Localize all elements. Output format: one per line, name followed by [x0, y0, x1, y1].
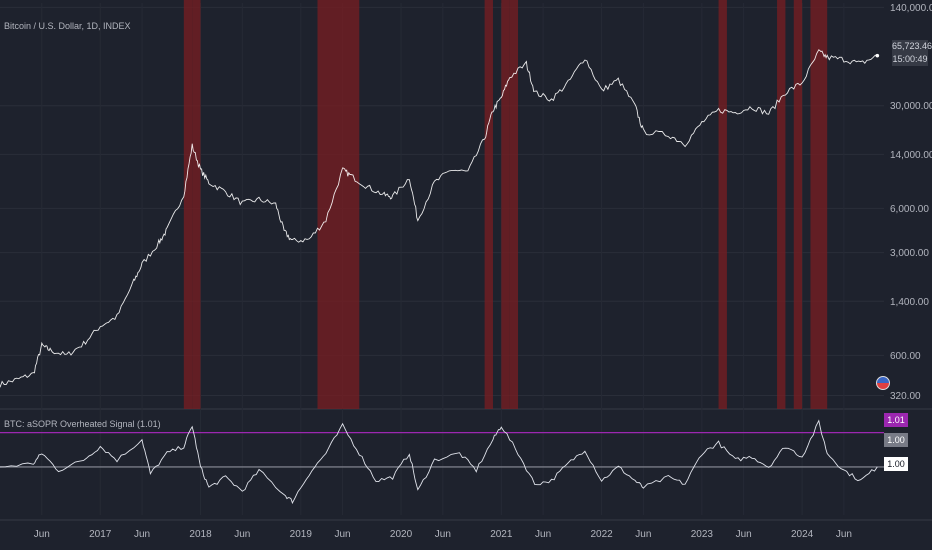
- x-tick-label: Jun: [234, 529, 250, 540]
- x-tick-label: Jun: [736, 529, 752, 540]
- signal-bands: [183, 0, 828, 409]
- x-tick-label: 2022: [590, 529, 613, 540]
- indicator-title: BTC: aSOPR Overheated Signal (1.01): [4, 419, 161, 429]
- indicator-value-tag: 1.00: [884, 457, 908, 471]
- current-price: 65,723.46: [892, 41, 932, 51]
- x-tick-label: 2018: [189, 529, 212, 540]
- x-tick-label: Jun: [134, 529, 150, 540]
- indicator-series-line: [0, 419, 878, 505]
- overheated-signal-band: [501, 0, 510, 409]
- x-tick-label: Jun: [836, 529, 852, 540]
- axes: 320.00 600.00 1,400.00 3,000.00 6,000.00 14,0…: [34, 3, 932, 540]
- x-tick-label: 2021: [490, 529, 513, 540]
- x-tick-label: Jun: [34, 529, 50, 540]
- x-tick-label: 2024: [791, 529, 814, 540]
- overheated-signal-band: [183, 0, 193, 409]
- y-tick-label: 600.00: [890, 351, 921, 362]
- x-tick-label: 2017: [89, 529, 112, 540]
- x-tick-label: 2019: [290, 529, 313, 540]
- x-tick-label: Jun: [635, 529, 651, 540]
- overheated-signal-band: [718, 0, 727, 409]
- overheated-signal-band: [484, 0, 493, 409]
- y-tick-label: 320.00: [890, 391, 921, 402]
- x-tick-label: Jun: [535, 529, 551, 540]
- overheated-signal-band: [192, 0, 201, 409]
- overheated-signal-band: [317, 0, 360, 409]
- x-tick-label: 2020: [390, 529, 413, 540]
- overheated-signal-band: [777, 0, 786, 409]
- y-tick-label: 1,400.00: [890, 297, 929, 308]
- grid: [0, 3, 932, 521]
- y-tick-label: 6,000.00: [890, 204, 929, 215]
- y-tick-label: 3,000.00: [890, 248, 929, 259]
- main-chart-title: Bitcoin / U.S. Dollar, 1D, INDEX: [4, 21, 131, 31]
- x-tick-label: 2023: [691, 529, 714, 540]
- y-tick-label: 140,000.00: [890, 3, 932, 14]
- x-tick-label: Jun: [335, 529, 351, 540]
- y-tick-label: 14,000.00: [890, 150, 932, 161]
- series-lines: [0, 49, 884, 505]
- y-tick-label: 30,000.00: [890, 101, 932, 112]
- overheated-signal-band: [793, 0, 803, 409]
- price-tag: 65,723.46 15:00:49: [892, 40, 932, 66]
- overheated-signal-band: [509, 0, 519, 409]
- us-flag-icon[interactable]: [876, 376, 890, 390]
- threshold-tag: 1.01: [884, 413, 908, 427]
- baseline-tag: 1.00: [884, 433, 908, 447]
- overheated-signal-band: [810, 0, 828, 409]
- price-series-line: [0, 49, 878, 388]
- last-price-point: [875, 53, 880, 58]
- x-tick-label: Jun: [435, 529, 451, 540]
- bar-countdown: 15:00:49: [892, 54, 928, 64]
